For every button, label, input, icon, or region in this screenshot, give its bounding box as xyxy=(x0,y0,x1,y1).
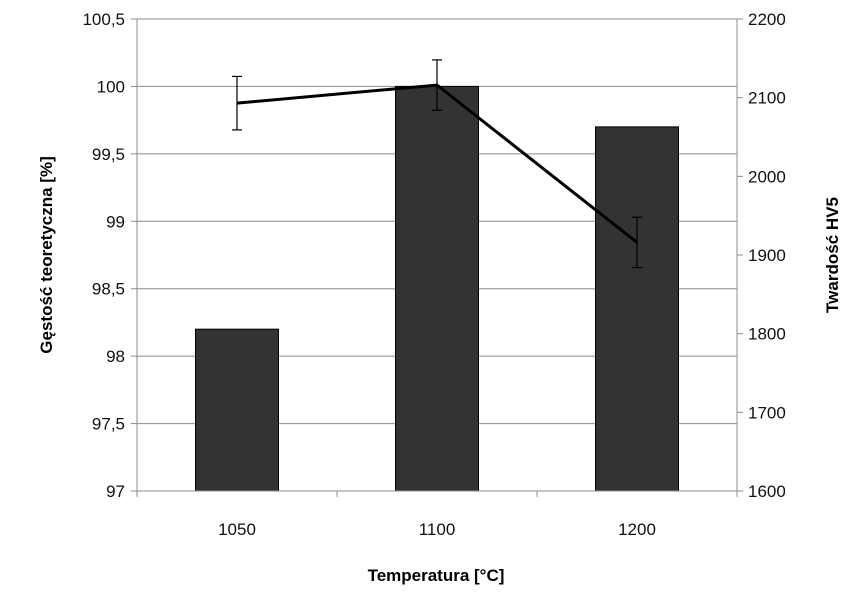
y-tick-label: 97 xyxy=(106,482,125,501)
y-tick-label: 100,5 xyxy=(82,10,125,29)
line-series xyxy=(232,59,642,269)
tick-labels: 97 97,5 98 98,5 99 99,5 100 100,5 1600 1700 1800 19… xyxy=(82,10,785,539)
bar xyxy=(395,85,479,492)
axes xyxy=(131,18,743,497)
y2-tick-label: 2200 xyxy=(748,10,786,29)
y2-tick-label: 2100 xyxy=(748,89,786,108)
y2-tick-label: 1800 xyxy=(748,325,786,344)
bar xyxy=(595,126,679,492)
x-tick-label: 1100 xyxy=(419,520,456,539)
bar xyxy=(195,328,279,492)
y2-axis-title: Twardość HV5 xyxy=(823,197,842,313)
y-tick-label: 100 xyxy=(97,77,125,96)
bar-series xyxy=(195,85,679,492)
y2-tick-label: 1900 xyxy=(748,246,786,265)
x-tick-label: 1050 xyxy=(218,520,256,539)
y-axis-title: Gęstość teoretyczna [%] xyxy=(37,156,56,353)
y-tick-label: 98 xyxy=(106,347,125,366)
y-tick-label: 99 xyxy=(106,212,125,231)
y-tick-label: 98,5 xyxy=(92,280,125,299)
y-tick-label: 97,5 xyxy=(92,415,125,434)
x-axis-title: Temperatura [°C] xyxy=(368,566,505,585)
x-tick-label: 1200 xyxy=(618,520,656,539)
y2-tick-label: 2000 xyxy=(748,167,786,186)
y-tick-label: 99,5 xyxy=(92,145,125,164)
y2-tick-label: 1700 xyxy=(748,403,786,422)
y2-tick-label: 1600 xyxy=(748,482,786,501)
